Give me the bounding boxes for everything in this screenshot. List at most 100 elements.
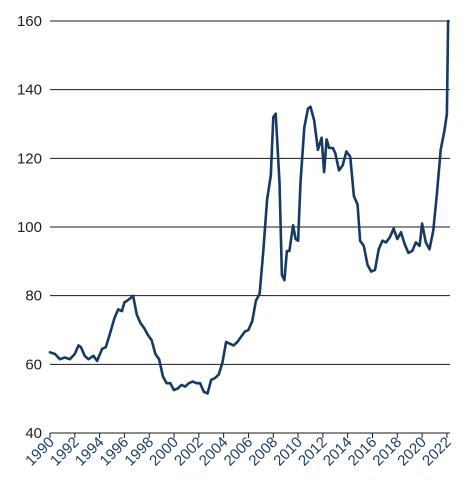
data-point	[446, 112, 448, 115]
data-point	[331, 147, 334, 149]
data-point	[77, 344, 80, 347]
data-point	[135, 313, 138, 316]
data-point	[362, 245, 365, 247]
series-layer	[48, 19, 450, 395]
data-point	[428, 248, 431, 251]
data-point	[188, 382, 190, 385]
data-point	[309, 105, 312, 108]
data-point	[184, 385, 187, 388]
data-point	[113, 317, 116, 319]
data-point	[283, 279, 286, 282]
data-point	[325, 138, 328, 141]
data-point	[334, 152, 337, 155]
data-point	[338, 169, 340, 172]
data-point	[162, 375, 164, 378]
y-axis-ticks: 40 60 80 100 120 140 160	[17, 13, 42, 442]
data-point	[255, 299, 257, 302]
data-point	[210, 378, 213, 381]
data-point	[96, 360, 98, 362]
data-point	[374, 269, 376, 271]
data-point	[202, 390, 205, 393]
data-point	[353, 195, 355, 198]
data-point	[341, 164, 344, 167]
data-point	[143, 327, 146, 330]
y-tick-label: 140	[17, 82, 42, 99]
data-point	[101, 348, 103, 350]
data-point	[415, 241, 417, 244]
data-point	[396, 238, 399, 240]
data-point	[299, 181, 302, 184]
data-point	[370, 270, 373, 273]
gridlines	[50, 20, 450, 434]
data-point	[411, 250, 414, 252]
data-point	[400, 231, 402, 234]
data-point	[432, 229, 435, 232]
data-point	[126, 299, 128, 302]
data-point	[59, 358, 61, 361]
data-point	[436, 191, 438, 194]
data-point	[108, 334, 111, 336]
data-point	[176, 387, 179, 390]
data-point	[228, 342, 231, 345]
data-point	[403, 243, 406, 246]
data-point	[154, 353, 157, 355]
data-point	[128, 298, 131, 300]
data-point	[68, 358, 71, 361]
data-point	[323, 171, 325, 174]
data-point	[104, 346, 107, 349]
data-point	[117, 308, 120, 311]
data-point	[195, 382, 198, 385]
data-point	[236, 341, 239, 343]
data-point	[359, 239, 361, 242]
data-point	[439, 148, 442, 151]
data-point	[243, 330, 246, 333]
y-tick-label: 120	[17, 150, 42, 167]
data-point	[232, 344, 235, 347]
data-point	[251, 320, 254, 323]
x-tick-label: 2022	[419, 434, 455, 470]
data-point	[80, 346, 82, 349]
data-point	[418, 245, 421, 247]
data-point	[139, 322, 142, 324]
data-point	[328, 147, 330, 149]
data-point	[180, 384, 183, 386]
data-point	[278, 181, 281, 184]
data-point	[272, 116, 275, 118]
data-point	[258, 293, 261, 295]
data-point	[132, 294, 135, 297]
data-point	[317, 148, 319, 151]
data-point	[165, 382, 168, 385]
data-point	[366, 263, 369, 266]
data-point	[150, 339, 153, 342]
data-point	[447, 20, 449, 22]
data-point	[158, 358, 161, 361]
data-point	[73, 353, 76, 355]
data-point	[286, 250, 288, 252]
data-point	[320, 136, 323, 139]
data-point	[388, 236, 391, 239]
data-point	[381, 239, 384, 242]
data-point	[288, 250, 291, 252]
data-point	[269, 174, 272, 177]
x-axis-ticks: 1990199219941996199820002002200420062008…	[22, 433, 455, 469]
data-point	[147, 334, 149, 336]
data-point	[221, 361, 224, 364]
data-point	[173, 389, 175, 391]
data-point	[225, 341, 228, 343]
y-tick-label: 100	[17, 219, 42, 236]
y-tick-label: 40	[25, 425, 42, 442]
data-point	[345, 150, 348, 153]
y-tick-label: 60	[25, 356, 42, 373]
data-point	[262, 250, 265, 252]
data-point	[123, 301, 126, 304]
data-point	[206, 392, 209, 395]
data-point	[191, 380, 194, 383]
data-point	[121, 310, 123, 312]
data-point	[392, 227, 395, 230]
data-point	[385, 241, 387, 244]
data-point	[87, 358, 90, 361]
data-point	[83, 354, 86, 357]
data-point	[169, 382, 172, 385]
data-point	[313, 119, 316, 122]
